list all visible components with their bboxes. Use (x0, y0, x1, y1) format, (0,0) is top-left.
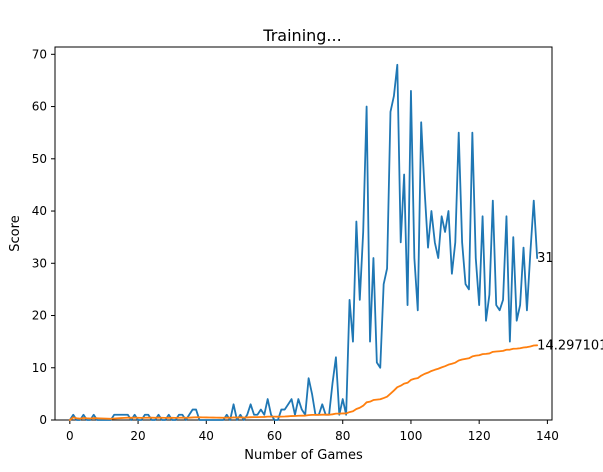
y-tick-label: 30 (32, 256, 47, 270)
series-0-line (68, 63, 539, 421)
y-tick-label: 50 (32, 152, 47, 166)
x-tick-label: 0 (66, 429, 74, 443)
x-tick-label: 80 (335, 429, 350, 443)
series-0-end-label: 31 (537, 251, 554, 266)
x-tick-label: 100 (399, 429, 422, 443)
y-tick-label: 20 (32, 309, 47, 323)
x-tick-label: 40 (199, 429, 214, 443)
chart-title: Training... (262, 26, 341, 45)
series-1-end-label: 14.297101 (537, 338, 603, 353)
x-tick-label: 120 (468, 429, 491, 443)
y-tick-label: 70 (32, 47, 47, 61)
x-tick-label: 60 (267, 429, 282, 443)
x-axis-ticks: 0 20 40 60 80 100 120 140 (66, 420, 559, 443)
x-tick-label: 20 (130, 429, 145, 443)
x-tick-label: 140 (536, 429, 559, 443)
y-axis-ticks: 0 10 20 30 40 50 60 70 (32, 47, 55, 427)
x-axis-title: Number of Games (244, 448, 363, 463)
y-tick-label: 40 (32, 204, 47, 218)
series-1-line (68, 344, 539, 421)
y-tick-label: 60 (32, 100, 47, 114)
plot-area (54, 46, 553, 421)
y-tick-label: 0 (39, 413, 47, 427)
plot-frame (54, 46, 553, 421)
y-axis-title: Score (8, 215, 23, 251)
y-tick-label: 10 (32, 361, 47, 375)
series-layer: 31 14.297101 (68, 63, 603, 421)
